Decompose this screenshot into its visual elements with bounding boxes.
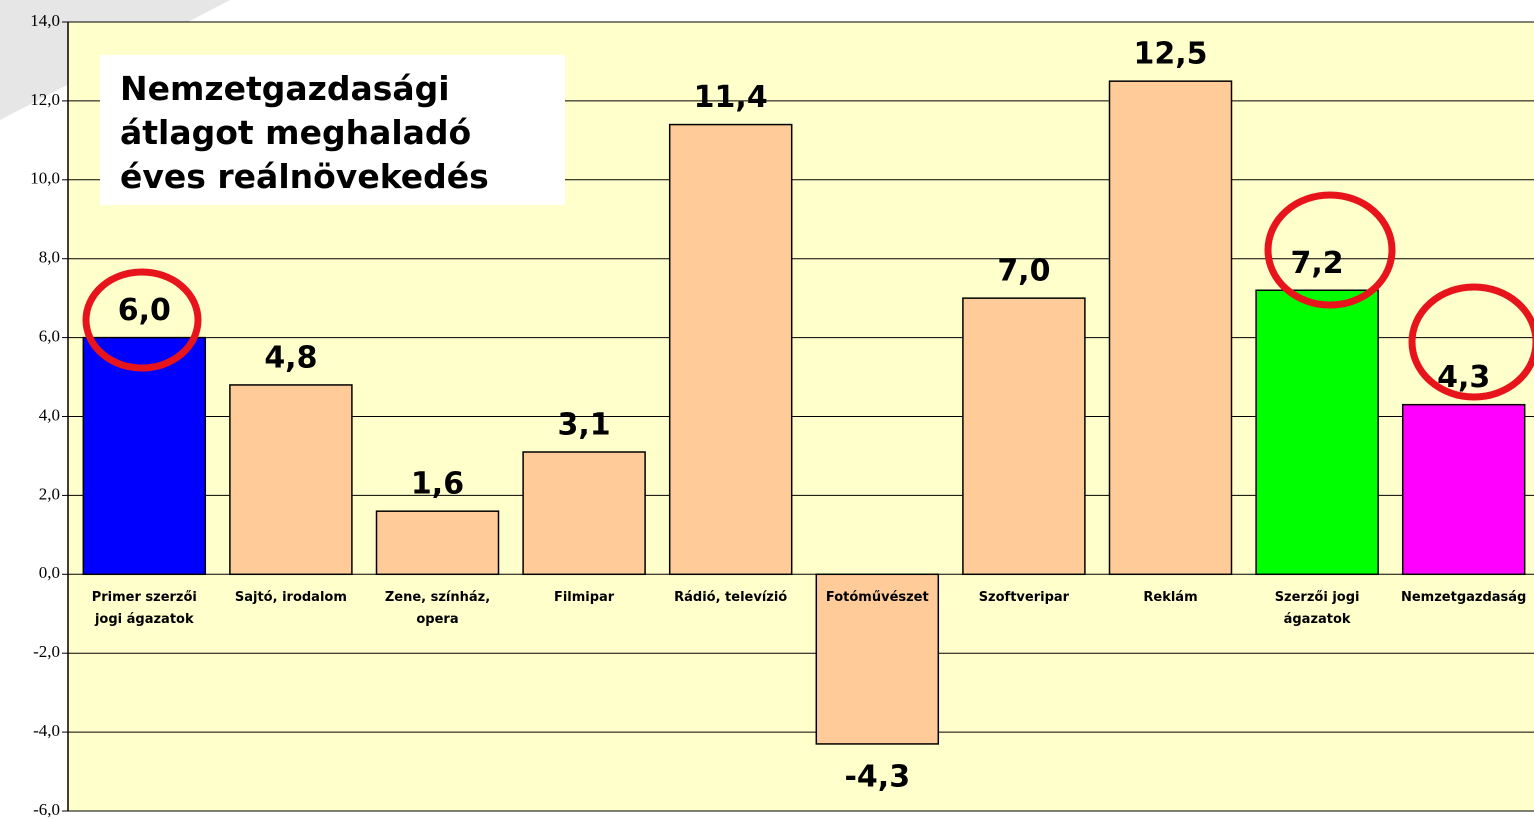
bar <box>522 451 646 576</box>
value-label: 6,0 <box>118 293 171 328</box>
y-tick-label: 2,0 <box>39 484 60 503</box>
highlight-circle <box>1408 283 1534 401</box>
y-tick-label: 10,0 <box>30 169 60 188</box>
x-tick-label: Reklám <box>1143 590 1198 606</box>
value-label: 1,6 <box>411 467 464 502</box>
value-label: 7,2 <box>1291 246 1344 281</box>
y-tick-label: 12,0 <box>30 90 60 109</box>
x-tick-label: Nemzetgazdaság <box>1400 590 1527 606</box>
x-tick-label: Szerzői jogi ágazatok <box>1274 590 1360 628</box>
x-tick-label: Sajtó, irodalom <box>234 590 347 606</box>
bar <box>82 336 207 576</box>
bar <box>375 510 500 576</box>
y-tick-label: -6,0 <box>33 800 60 819</box>
bar <box>1401 403 1526 576</box>
y-tick-label: 8,0 <box>39 248 60 267</box>
y-tick-label: 4,0 <box>39 405 60 424</box>
y-tick-label: -2,0 <box>33 642 60 661</box>
bar <box>668 123 793 576</box>
annotations <box>82 191 1534 401</box>
bar <box>1255 289 1379 576</box>
x-tick-label: Rádió, televízió <box>674 590 788 606</box>
y-tick-label: 6,0 <box>39 327 60 346</box>
x-tick-label: Szoftveripar <box>978 590 1070 606</box>
x-tick-label: Filmipar <box>553 590 615 606</box>
value-label: 12,5 <box>1133 37 1207 72</box>
y-tick-label: 14,0 <box>30 11 60 30</box>
value-label: 7,0 <box>997 254 1050 289</box>
x-tick-label: Zene, színház, opera <box>384 590 491 628</box>
chart-title: Nemzetgazdasági átlagot meghaladó éves r… <box>100 55 565 205</box>
bar <box>1108 80 1233 576</box>
highlight-circle <box>1264 191 1396 309</box>
value-label: 3,1 <box>558 408 611 443</box>
highlight-circle <box>82 268 202 372</box>
value-label: -4,3 <box>844 759 910 794</box>
bar <box>962 297 1086 576</box>
value-label: 4,8 <box>264 340 317 375</box>
value-label: 11,4 <box>694 80 768 115</box>
bar <box>229 384 353 576</box>
x-tick-label: Primer szerzői jogi ágazatok <box>91 590 197 628</box>
bar <box>815 573 940 745</box>
y-tick-label: 0,0 <box>39 563 60 582</box>
x-tick-label: Fotóművészet <box>825 590 929 606</box>
y-tick-label: -4,0 <box>33 721 60 740</box>
